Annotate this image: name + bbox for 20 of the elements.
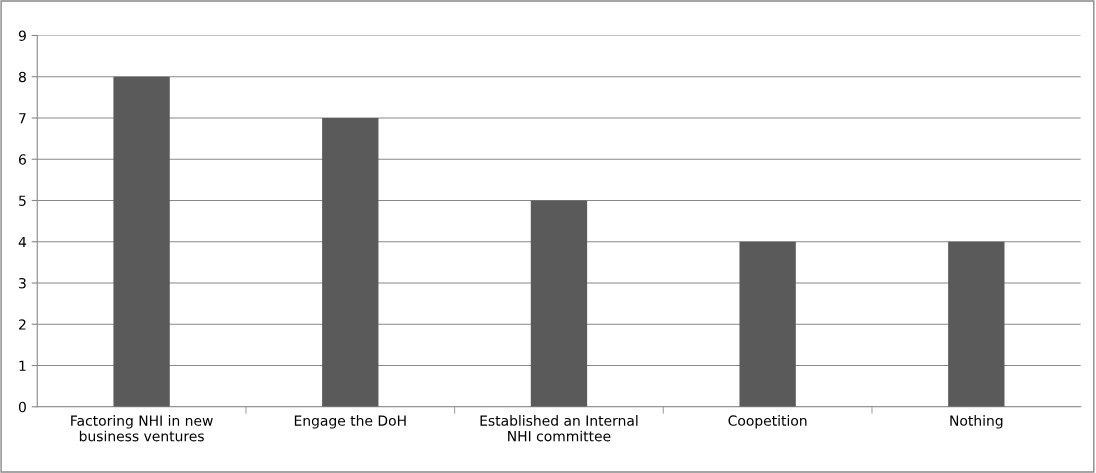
bar [322, 117, 379, 407]
x-tick-label: Nothing [950, 415, 1003, 429]
x-tick-label: Factoring NHI in new business ventures [71, 415, 213, 442]
y-tick-label: 2 [19, 319, 26, 330]
y-tick-label: 6 [18, 154, 26, 165]
x-tick-label: Coopetition [728, 415, 807, 429]
y-tick-label: 9 [18, 30, 26, 41]
x-tick-label: Established an Internal NHI committee [480, 415, 638, 442]
y-tick-label: 7 [19, 113, 26, 124]
y-tick-label: 1 [19, 360, 26, 371]
y-tick-label: 3 [19, 277, 26, 289]
bar [530, 200, 588, 407]
y-tick-label: 8 [18, 71, 26, 83]
bar [113, 76, 170, 407]
y-tick-label: 5 [19, 195, 26, 206]
x-tick-label: Engage the DoH [294, 415, 406, 429]
y-tick-label: 0 [18, 401, 26, 413]
bar [739, 241, 796, 407]
bar [948, 241, 1005, 407]
y-tick-label: 4 [18, 236, 27, 248]
